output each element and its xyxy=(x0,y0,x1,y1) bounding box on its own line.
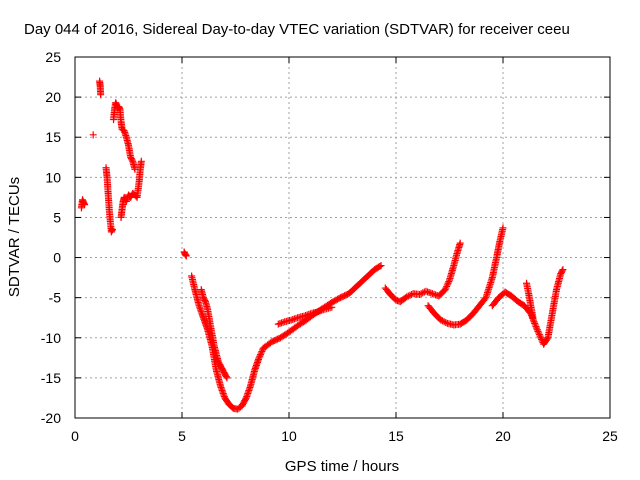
data-point xyxy=(427,289,435,297)
data-point xyxy=(81,201,89,209)
x-tick-label: 0 xyxy=(71,428,79,444)
data-point xyxy=(535,329,543,337)
y-tick-label: 25 xyxy=(45,49,61,65)
data-point xyxy=(222,373,230,381)
data-point xyxy=(406,291,414,299)
data-point xyxy=(442,319,450,327)
x-tick-label: 5 xyxy=(178,428,186,444)
data-point xyxy=(290,315,298,323)
y-tick-label: -5 xyxy=(49,290,62,306)
data-point xyxy=(529,314,537,322)
x-axis-label: GPS time / hours xyxy=(285,458,399,475)
y-tick-label: -15 xyxy=(41,370,61,386)
data-point xyxy=(223,374,231,382)
data-point xyxy=(376,262,384,270)
x-tick-label: 15 xyxy=(388,428,404,444)
chart-title: Day 044 of 2016, Sidereal Day-to-day VTE… xyxy=(24,21,570,38)
data-point xyxy=(89,131,97,139)
data-point xyxy=(443,282,451,290)
data-point xyxy=(128,156,136,164)
data-point xyxy=(440,318,448,326)
data-point xyxy=(533,324,541,332)
data-point xyxy=(137,157,145,165)
data-point xyxy=(419,289,427,297)
grid-lines xyxy=(75,57,610,418)
plot-frame xyxy=(74,56,611,419)
y-tick-label: 5 xyxy=(53,209,61,225)
data-point xyxy=(533,326,541,334)
data-point xyxy=(559,266,567,274)
y-tick-label: -20 xyxy=(41,410,61,426)
data-point xyxy=(531,319,539,327)
data-point xyxy=(278,319,286,327)
data-point xyxy=(530,318,538,326)
data-point xyxy=(108,225,116,233)
y-tick-label: 15 xyxy=(45,129,61,145)
data-point xyxy=(255,354,263,362)
data-point xyxy=(417,290,425,298)
x-tick-label: 10 xyxy=(281,428,297,444)
data-point xyxy=(300,312,308,320)
data-point xyxy=(444,279,452,287)
data-point xyxy=(531,321,539,329)
data-point xyxy=(558,267,566,275)
data-point xyxy=(425,288,433,296)
y-tick-label: 20 xyxy=(45,89,61,105)
data-point xyxy=(279,318,287,326)
data-point xyxy=(377,262,385,270)
data-point xyxy=(456,239,464,247)
data-point xyxy=(416,290,424,298)
data-point xyxy=(201,296,209,304)
data-point xyxy=(442,284,450,292)
data-point xyxy=(422,287,430,295)
data-point xyxy=(428,290,436,298)
axis-ticks: 0 5 10 15 20 25 -20 -15 -10 -5 0 5 10 15 20 25 xyxy=(41,49,618,444)
data-point xyxy=(534,327,542,335)
data-point xyxy=(430,290,438,298)
data-point xyxy=(292,314,300,322)
data-point xyxy=(532,323,540,331)
data-point xyxy=(424,288,432,296)
data-point xyxy=(97,91,105,99)
data-point xyxy=(441,286,449,294)
data-point xyxy=(481,295,489,303)
data-point xyxy=(404,292,412,300)
data-point xyxy=(256,351,264,359)
x-tick-label: 25 xyxy=(602,428,618,444)
data-point xyxy=(256,352,264,360)
data-point xyxy=(537,334,545,342)
y-tick-label: 0 xyxy=(53,250,61,266)
data-point xyxy=(543,335,551,343)
data-point xyxy=(287,316,295,324)
data-point xyxy=(445,278,453,286)
data-point xyxy=(257,349,265,357)
y-axis-label: SDTVAR / TECUs xyxy=(6,177,23,297)
data-point xyxy=(274,320,282,328)
data-point xyxy=(443,281,451,289)
data-point xyxy=(499,224,507,232)
data-point xyxy=(403,293,411,301)
data-point xyxy=(276,320,284,328)
data-point xyxy=(182,252,190,260)
y-tick-label: -10 xyxy=(41,330,61,346)
data-point xyxy=(437,316,445,324)
data-points xyxy=(77,77,567,413)
y-tick-label: 10 xyxy=(45,169,61,185)
data-point xyxy=(258,347,266,355)
x-tick-label: 20 xyxy=(495,428,511,444)
data-point xyxy=(289,316,297,324)
data-point xyxy=(535,331,543,339)
data-point xyxy=(536,332,544,340)
data-point xyxy=(439,317,447,325)
